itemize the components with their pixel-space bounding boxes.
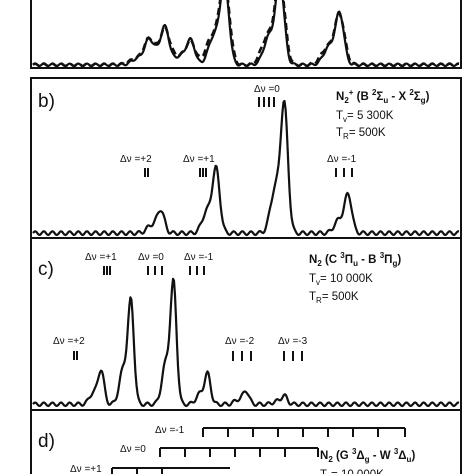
panel-d-band-label-2: Δν =+1	[70, 464, 102, 474]
panel-c-band-label-5: Δν =-3	[278, 336, 308, 347]
panel-b-curve	[32, 99, 460, 237]
panel-b: b) N2+ (B 2Σu - X 2Σg) Tv= 5 300K TR= 50…	[30, 77, 462, 239]
panel-a	[30, 0, 462, 69]
panel-b-tr: TR= 500K	[336, 127, 386, 141]
panel-d-frame	[30, 409, 462, 474]
panel-c: c) N2 (C 3Πu - B 3Πg) Tv= 10 000K TR= 50…	[30, 237, 462, 411]
panel-a-frame	[30, 0, 462, 69]
panel-b-band-label-2: Δν =0	[254, 84, 280, 95]
panel-b-tv: Tv= 5 300K	[336, 110, 394, 124]
panel-c-title: N2 (C 3Πu - B 3Πg)	[309, 251, 401, 268]
panel-d-tv: Tv= 10 000K	[320, 469, 384, 474]
panel-c-tr: TR= 500K	[309, 291, 359, 305]
panel-c-band-label-1: Δν =+1	[85, 252, 117, 263]
panel-b-title: N2+ (B 2Σu - X 2Σg)	[336, 88, 430, 105]
panel-b-label: b)	[38, 91, 55, 112]
panel-d-label: d)	[38, 431, 55, 452]
panel-a-dashed-curve	[32, 0, 460, 68]
panel-b-band-label-1: Δν =+1	[183, 154, 215, 165]
panel-b-band-label-0: Δν =+2	[120, 154, 152, 165]
panel-d-band-label-0: Δν =-1	[155, 425, 185, 436]
panel-b-band-label-3: Δν =-1	[327, 154, 357, 165]
panel-c-tv: Tv= 10 000K	[309, 273, 373, 287]
panel-c-band-label-0: Δν =+2	[53, 336, 85, 347]
panel-c-band-label-3: Δν =-1	[184, 252, 214, 263]
panel-d-title: N2 (G 3Δg - W 3Δu)	[320, 447, 415, 464]
panel-c-band-label-4: Δν =-2	[225, 336, 255, 347]
panel-c-curve	[32, 277, 460, 408]
panel-d-band-label-1: Δν =0	[120, 444, 146, 455]
panel-c-band-label-2: Δν =0	[138, 252, 164, 263]
panel-d: d) N2 (G 3Δg - W 3Δu) Tv= 10 000K Δν =-1…	[30, 409, 462, 474]
panel-c-label: c)	[38, 259, 54, 280]
